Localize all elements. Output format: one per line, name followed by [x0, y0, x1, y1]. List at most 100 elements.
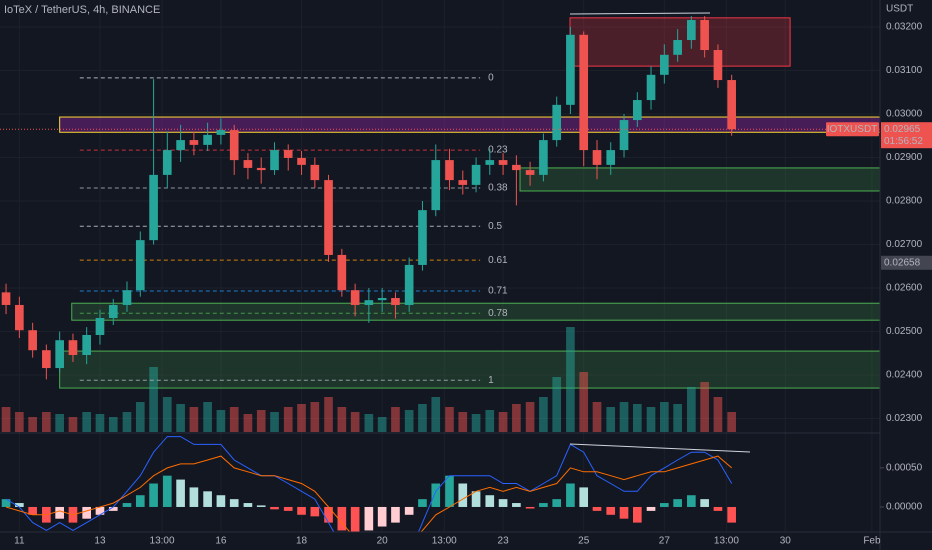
- macd-histogram-bar: [256, 505, 266, 507]
- candle-body: [566, 34, 575, 105]
- volume-bar: [203, 402, 212, 432]
- candle-body: [646, 74, 656, 101]
- macd-histogram-bar: [377, 506, 387, 527]
- x-tick-label: 13:00: [150, 536, 175, 547]
- volume-bar: [646, 407, 656, 432]
- volume-bar: [566, 327, 575, 432]
- fib-label: 0.71: [488, 286, 508, 297]
- macd-histogram-bar: [337, 506, 347, 531]
- macd-histogram-bar: [283, 506, 293, 511]
- x-tick-label: 16: [215, 536, 227, 547]
- x-tick-label: 30: [780, 536, 792, 547]
- candle-body: [135, 240, 145, 291]
- macd-histogram-bar: [606, 506, 616, 515]
- macd-histogram-bar: [310, 506, 320, 517]
- candle-body: [55, 340, 64, 369]
- candle-body: [539, 140, 548, 175]
- symbol-tag: [826, 122, 879, 137]
- macd-tick-label: 0.00000: [886, 502, 923, 513]
- candle-body: [310, 164, 320, 181]
- macd-histogram-bar: [55, 506, 64, 519]
- y-tick-label: 0.03100: [886, 65, 923, 76]
- fib-label: 0.38: [488, 183, 508, 194]
- macd-histogram-bar: [122, 503, 132, 507]
- macd-histogram-bar: [203, 491, 212, 507]
- macd-histogram-bar: [727, 506, 736, 523]
- macd-histogram-bar: [431, 483, 441, 507]
- y-axis-label: USDT: [886, 4, 913, 15]
- y-tick-label: 0.02300: [886, 413, 923, 424]
- volume-bar: [135, 402, 145, 432]
- volume-bar: [176, 404, 185, 432]
- volume-bar: [458, 412, 468, 432]
- candle-body: [189, 140, 199, 145]
- x-tick-label: 23: [498, 536, 510, 547]
- x-tick-label: 13: [94, 536, 106, 547]
- candle-body: [471, 164, 481, 185]
- macd-histogram-bar: [471, 491, 481, 507]
- macd-histogram-bar: [646, 506, 656, 511]
- zone: [59, 350, 880, 389]
- x-tick-label: 13:00: [432, 536, 457, 547]
- candle-body: [445, 160, 454, 181]
- macd-histogram-bar: [660, 503, 669, 507]
- volume-bar: [498, 412, 508, 432]
- volume-bar: [512, 404, 521, 432]
- macd-histogram-bar: [539, 503, 548, 507]
- fib-label: 0.61: [488, 255, 508, 266]
- macd-histogram-bar: [687, 495, 696, 507]
- candle-body: [256, 167, 266, 171]
- candle-body: [687, 20, 696, 41]
- candle-body: [283, 150, 293, 158]
- macd-histogram-bar: [391, 506, 400, 523]
- macd-histogram-bar: [512, 503, 521, 507]
- macd-histogram-bar: [176, 479, 185, 507]
- candle-body: [404, 264, 414, 305]
- candle-body: [525, 170, 535, 175]
- zone: [519, 167, 880, 192]
- volume-bar: [55, 414, 64, 432]
- candle-body: [337, 254, 347, 291]
- y-tick-label: 0.03200: [886, 22, 923, 33]
- marked-price-tag: [881, 255, 932, 270]
- volume-bar: [324, 397, 333, 432]
- candle-body: [619, 120, 629, 151]
- x-tick-label: 20: [377, 536, 389, 547]
- last-price-label: 0.02965: [884, 124, 921, 135]
- candle-body: [606, 150, 616, 165]
- candle-body: [391, 298, 400, 305]
- volume-bar: [95, 414, 105, 432]
- macd-histogram-bar: [216, 495, 226, 507]
- volume-bar: [700, 382, 709, 432]
- volume-bar: [727, 412, 736, 432]
- candle-body: [42, 350, 51, 369]
- volume-bar: [337, 407, 347, 432]
- y-tick-label: 0.02400: [886, 370, 923, 381]
- macd-histogram-bar: [418, 499, 427, 507]
- macd-histogram-bar: [243, 503, 253, 507]
- candle-body: [727, 80, 736, 130]
- volume-bar: [243, 414, 253, 432]
- symbol-label: IOTXUSDT: [827, 124, 878, 135]
- volume-bar: [28, 417, 37, 432]
- x-tick-label: 13:00: [714, 536, 739, 547]
- macd-histogram-bar: [270, 506, 279, 510]
- candle-body: [673, 40, 682, 55]
- candle-body: [364, 300, 374, 305]
- volume-bar: [68, 417, 78, 432]
- macd-histogram-bar: [713, 506, 723, 511]
- volume-bar: [404, 410, 414, 432]
- fib-label: 1: [488, 375, 494, 386]
- candle-body: [350, 290, 360, 305]
- y-tick-label: 0.02900: [886, 152, 923, 163]
- volume-bar: [660, 402, 669, 432]
- chart-title: IoTeX / TetherUS, 4h, BINANCE: [4, 4, 160, 16]
- volume-bar: [552, 377, 562, 432]
- macd-histogram-bar: [700, 499, 709, 507]
- volume-bar: [310, 402, 320, 432]
- marked-price-label: 0.02658: [884, 257, 921, 268]
- candle-body: [68, 340, 78, 355]
- candle-body: [162, 150, 172, 175]
- macd-histogram-bar: [633, 506, 642, 523]
